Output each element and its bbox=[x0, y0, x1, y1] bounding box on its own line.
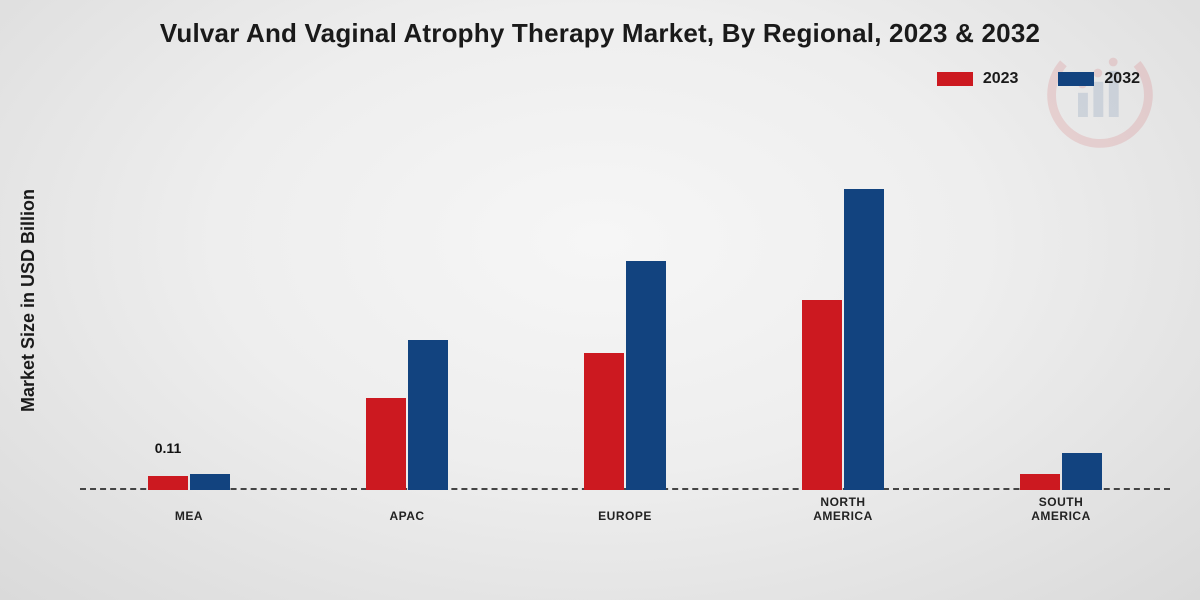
category-label: SOUTHAMERICA bbox=[981, 496, 1141, 524]
group-south: SOUTHAMERICA bbox=[963, 150, 1159, 490]
bar-2032 bbox=[626, 261, 666, 490]
bar-groups: 0.11MEAAPACEUROPENORTHAMERICASOUTHAMERIC… bbox=[80, 150, 1170, 490]
group-mea: 0.11MEA bbox=[91, 150, 287, 490]
legend-item-2032: 2032 bbox=[1058, 70, 1140, 88]
bar-2032 bbox=[844, 189, 884, 490]
category-label: EUROPE bbox=[545, 510, 705, 524]
group-europe: EUROPE bbox=[527, 150, 723, 490]
legend-label-2023: 2023 bbox=[983, 70, 1019, 88]
bar-2023 bbox=[584, 353, 624, 490]
y-axis-label-container: Market Size in USD Billion bbox=[14, 0, 44, 600]
bar-2023 bbox=[366, 398, 406, 490]
legend-swatch-2023 bbox=[937, 72, 973, 86]
bars bbox=[366, 150, 448, 490]
chart-canvas: Vulvar And Vaginal Atrophy Therapy Marke… bbox=[0, 0, 1200, 600]
legend-swatch-2032 bbox=[1058, 72, 1094, 86]
category-label: NORTHAMERICA bbox=[763, 496, 923, 524]
bar-2023 bbox=[802, 300, 842, 490]
watermark-logo-icon bbox=[1045, 40, 1155, 150]
bars bbox=[1020, 150, 1102, 490]
y-axis-label: Market Size in USD Billion bbox=[19, 188, 40, 411]
chart-title: Vulvar And Vaginal Atrophy Therapy Marke… bbox=[0, 18, 1200, 49]
bars bbox=[802, 150, 884, 490]
data-label: 0.11 bbox=[155, 440, 181, 456]
group-apac: APAC bbox=[309, 150, 505, 490]
category-label: MEA bbox=[109, 510, 269, 524]
category-label: APAC bbox=[327, 510, 487, 524]
bar-2032 bbox=[190, 474, 230, 490]
bar-2023 bbox=[1020, 474, 1060, 490]
legend-label-2032: 2032 bbox=[1104, 70, 1140, 88]
legend: 2023 2032 bbox=[937, 70, 1140, 88]
bars bbox=[584, 150, 666, 490]
bar-2023 bbox=[148, 476, 188, 490]
group-north: NORTHAMERICA bbox=[745, 150, 941, 490]
legend-item-2023: 2023 bbox=[937, 70, 1019, 88]
bar-2032 bbox=[1062, 453, 1102, 490]
bar-2032 bbox=[408, 340, 448, 490]
plot-area: 0.11MEAAPACEUROPENORTHAMERICASOUTHAMERIC… bbox=[80, 150, 1170, 520]
